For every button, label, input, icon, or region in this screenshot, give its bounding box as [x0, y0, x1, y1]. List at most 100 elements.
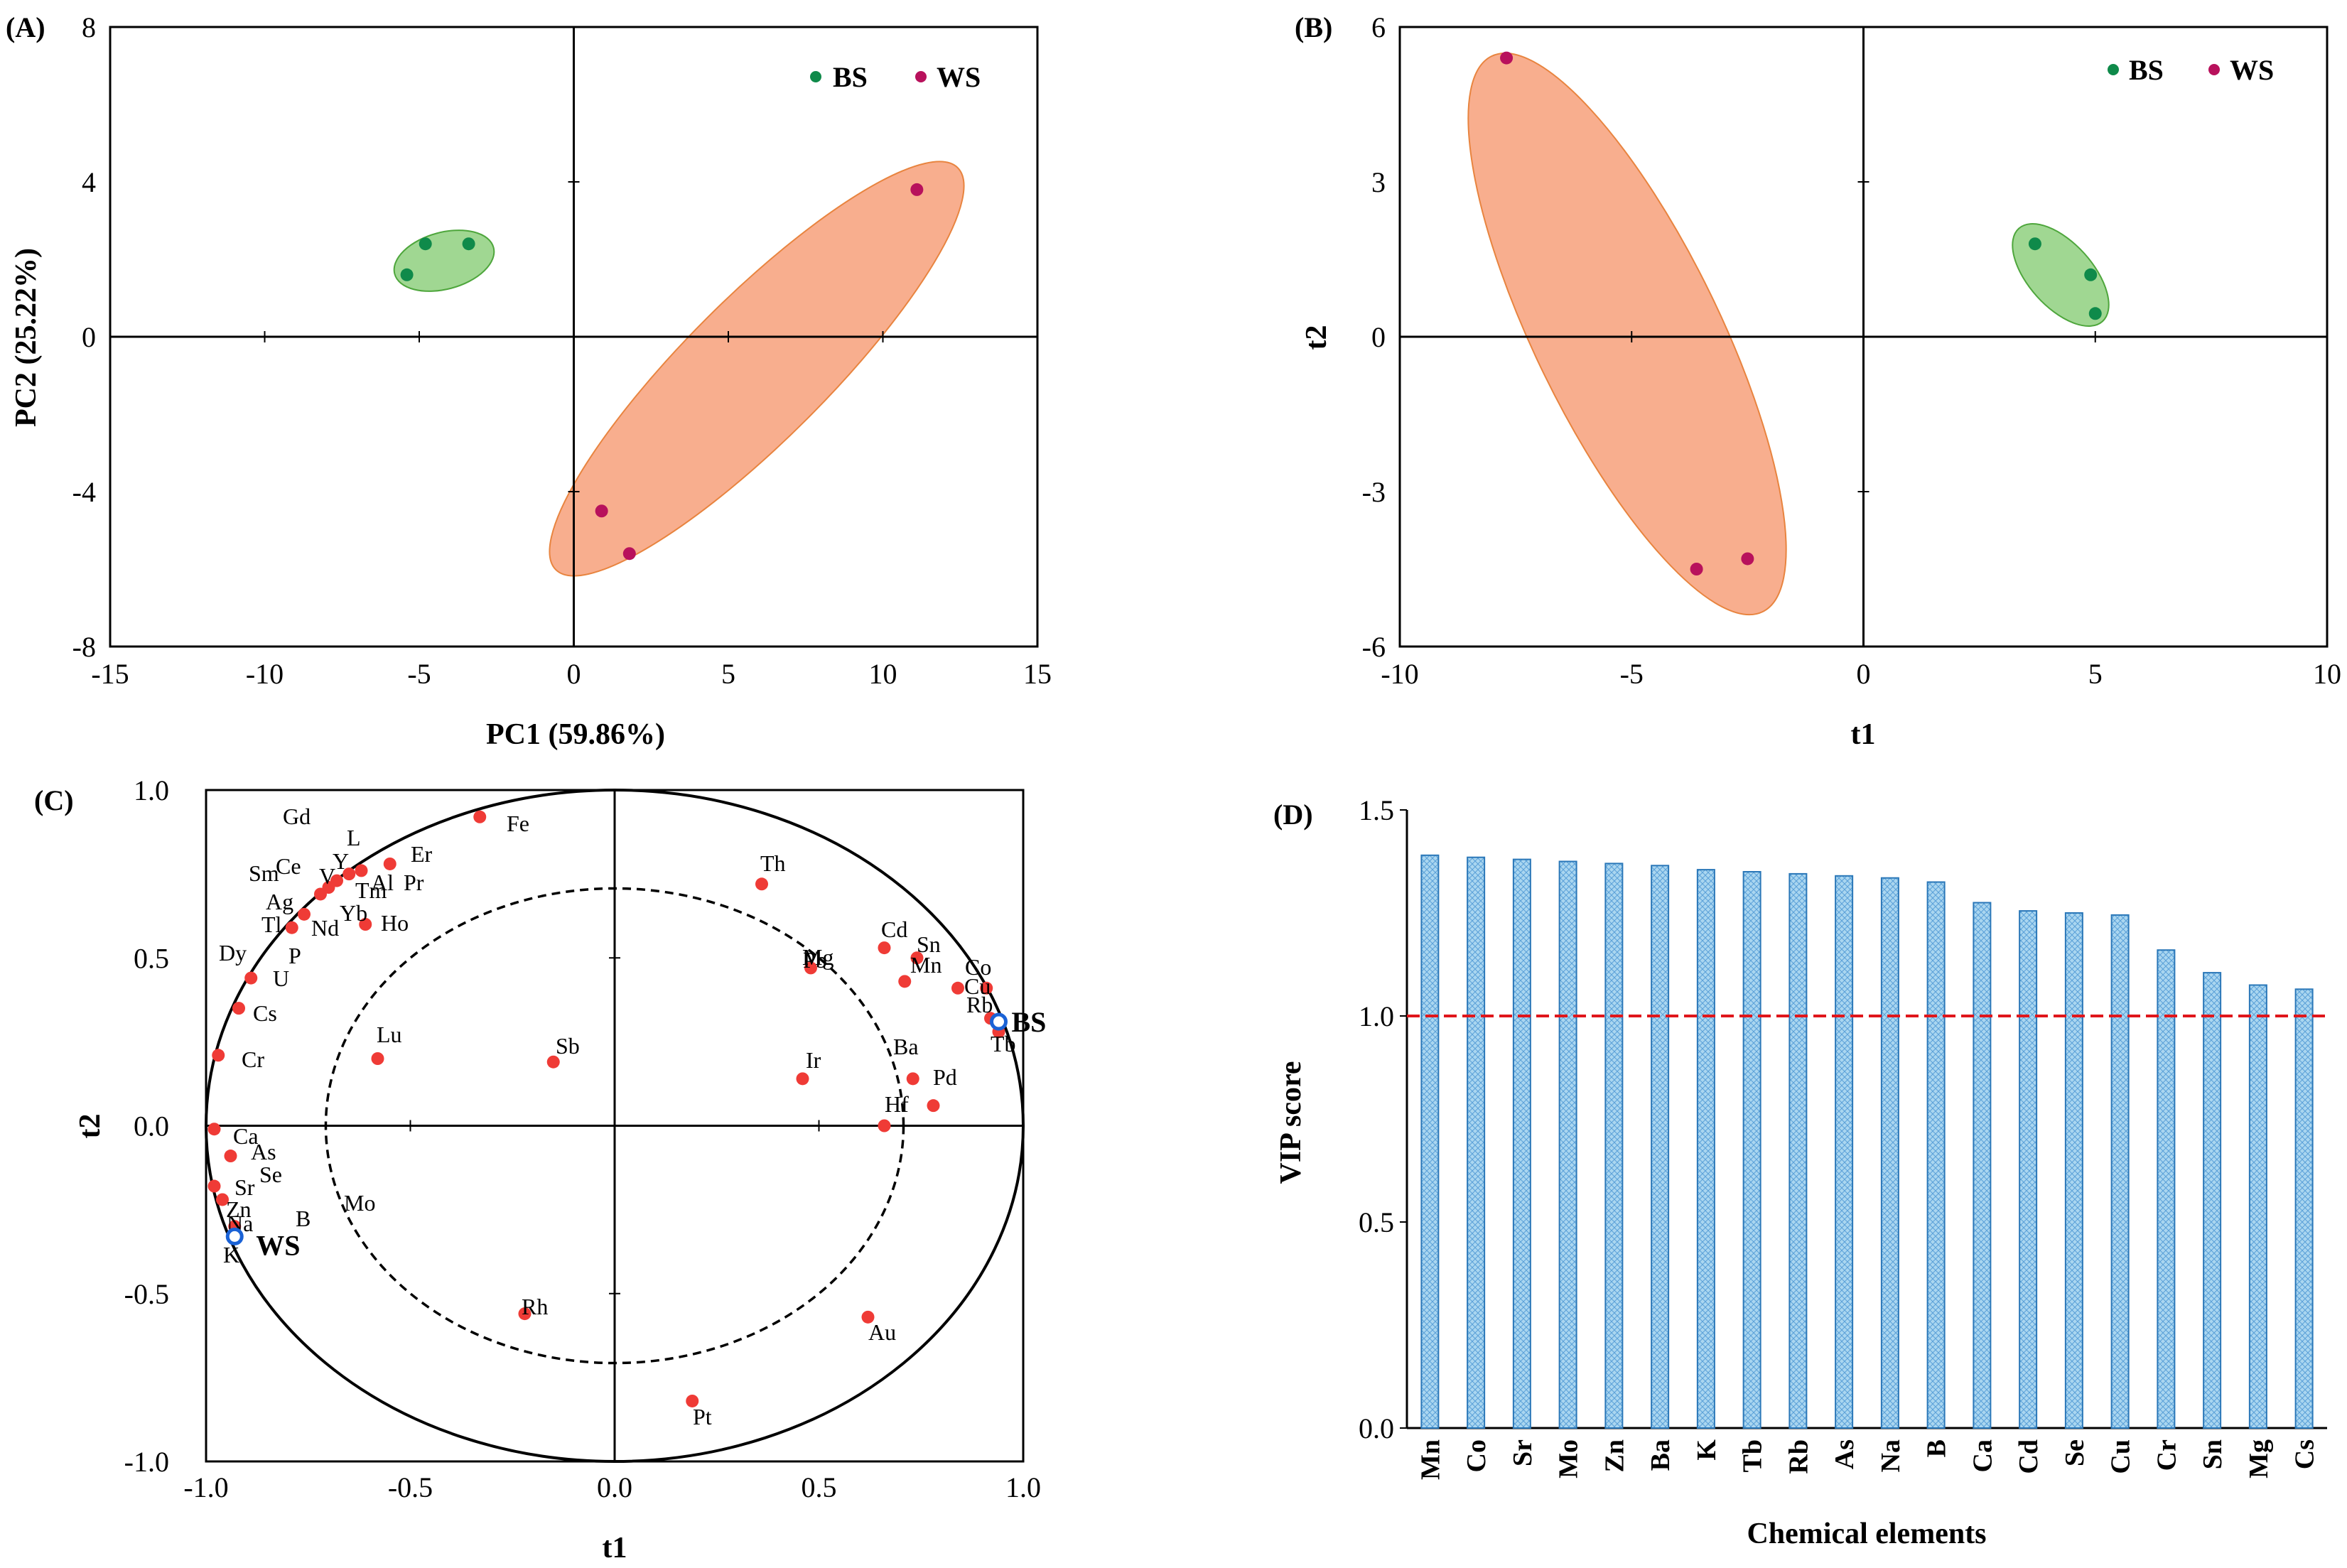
element-label-p: P	[288, 943, 301, 968]
loading-point	[232, 1002, 245, 1015]
legend-bs-label: BS	[833, 61, 868, 93]
point-ws	[1690, 563, 1703, 575]
element-label-ir: Ir	[806, 1047, 821, 1073]
y-tick-label: -4	[72, 476, 96, 508]
panel-b-y-ticks: -6 -3 0 3 6	[1362, 11, 1869, 663]
loading-point	[755, 877, 768, 891]
loading-point	[910, 951, 924, 965]
element-label-pr: Pr	[404, 870, 424, 895]
category-label-cs: Cs	[2290, 1439, 2320, 1469]
y-tick-label: 1.5	[1359, 794, 1394, 826]
element-label-u: U	[273, 966, 289, 991]
bar-ca	[1973, 902, 1992, 1429]
x-tick-label: 15	[1023, 658, 1052, 690]
loading-point	[298, 907, 311, 921]
bar-mg	[2248, 984, 2267, 1429]
element-label-rb: Rb	[966, 992, 993, 1017]
loading-point	[861, 1310, 875, 1324]
y-tick-label: -6	[1362, 631, 1386, 663]
y-tick-label: 4	[82, 166, 96, 198]
panel-a-y-ticks: -8 -4 0 4 8	[72, 11, 580, 663]
loading-point	[686, 1394, 699, 1407]
point-bs	[462, 237, 475, 251]
x-tick-label: -1.0	[183, 1471, 228, 1503]
y-tick-label: 0.5	[1359, 1206, 1394, 1238]
bs-confidence-ellipse	[2012, 223, 2110, 327]
category-label-cr: Cr	[2152, 1439, 2181, 1471]
panel-d-label: (D)	[1273, 799, 1313, 831]
category-label-co: Co	[1462, 1439, 1491, 1472]
bar-as	[1835, 875, 1854, 1429]
bar-k	[1696, 869, 1715, 1429]
element-label-pb: Pb	[803, 947, 827, 973]
x-tick-label: 0	[567, 658, 581, 690]
bar-ba	[1651, 865, 1670, 1429]
x-tick-label: -15	[91, 658, 129, 690]
loading-point	[878, 1119, 891, 1132]
loading-point	[383, 857, 396, 870]
bar-cu	[2110, 914, 2130, 1429]
y-tick-label: -8	[72, 631, 96, 663]
bar-mo	[1558, 860, 1577, 1429]
element-label-v: V	[319, 863, 335, 889]
category-label-se: Se	[2060, 1439, 2090, 1466]
element-label-fe: Fe	[507, 811, 529, 836]
point-bs	[400, 268, 414, 281]
loading-point	[207, 1123, 221, 1136]
category-label-sn: Sn	[2198, 1439, 2228, 1469]
category-label-ba: Ba	[1646, 1439, 1676, 1471]
loading-point	[951, 981, 964, 995]
panel-a-label: (A)	[6, 11, 45, 43]
loading-point	[927, 1099, 940, 1113]
panel-d: (D) 0.00.51.01.5 Mn Co Sr Mo Zn Ba K Tb Rb As Na B C…	[1273, 794, 2327, 1550]
point-ws	[1741, 552, 1754, 566]
y-tick-label: 1.0	[1359, 1000, 1394, 1032]
y-tick-label: -0.5	[124, 1278, 169, 1310]
element-label-pd: Pd	[933, 1064, 957, 1090]
x-tick-label: 5	[721, 658, 735, 690]
bar-zn	[1604, 863, 1624, 1429]
category-label-na: Na	[1876, 1439, 1906, 1472]
element-label-sm: Sm	[249, 860, 279, 886]
panel-b-y-label: t2	[1300, 325, 1333, 350]
legend-bs-label: BS	[2129, 54, 2164, 86]
element-label-cd: Cd	[881, 917, 907, 942]
point-bs	[2028, 237, 2041, 251]
element-label-mg: Mg	[802, 944, 833, 970]
element-label-th: Th	[760, 850, 786, 876]
element-label-k: K	[223, 1242, 239, 1267]
element-label-ho: Ho	[381, 910, 409, 936]
loading-point	[371, 1052, 384, 1065]
x-tick-label: 0	[1857, 658, 1871, 690]
element-label-tb: Tb	[991, 1031, 1016, 1056]
bar-sr	[1512, 858, 1531, 1429]
panel-a-legend: BS WS	[810, 61, 981, 93]
point-bs	[419, 237, 432, 251]
loading-point	[906, 1072, 919, 1086]
point-bs	[2084, 268, 2098, 281]
group-marker-bs	[990, 1012, 1008, 1031]
ws-confidence-ellipse	[549, 161, 965, 577]
panel-a-y-label: PC2 (25.22%)	[10, 248, 43, 427]
element-label-sb: Sb	[556, 1033, 580, 1059]
bar-cr	[2157, 949, 2176, 1429]
panel-c-x-ticks: -1.0 -0.5 0.0 0.5 1.0	[183, 1120, 1041, 1503]
loading-point	[980, 981, 993, 995]
legend-bs-marker	[810, 71, 821, 82]
y-tick-label: 0.5	[134, 942, 169, 974]
panel-c-y-ticks: -1.0 -0.5 0.0 0.5 1.0	[124, 774, 620, 1478]
panel-b-x-label: t1	[1851, 718, 1876, 751]
legend-ws-label: WS	[937, 61, 981, 93]
element-label-tm: Tm	[355, 877, 387, 903]
panel-a-x-ticks: -15 -10 -5 0 5 10 15	[91, 331, 1052, 690]
legend-bs-marker	[2108, 64, 2119, 75]
element-label-as: As	[251, 1139, 276, 1164]
panel-a-points	[400, 183, 924, 561]
category-label-mn: Mn	[1415, 1439, 1445, 1480]
category-label-rb: Rb	[1784, 1439, 1813, 1474]
panel-c-label: (C)	[34, 784, 74, 816]
element-label-co: Co	[965, 954, 991, 980]
element-label-y: Y	[333, 848, 349, 874]
loading-point	[898, 975, 912, 988]
